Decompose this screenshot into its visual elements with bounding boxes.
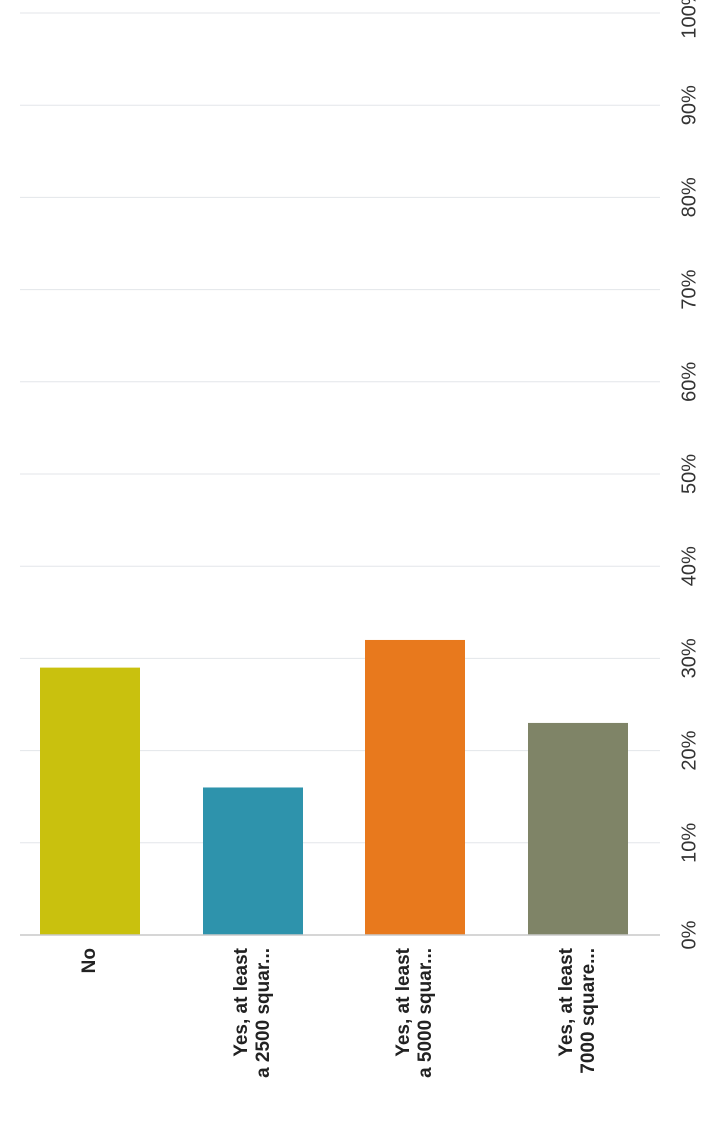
y-tick-label: 70% xyxy=(678,269,700,309)
y-tick-label: 60% xyxy=(678,362,700,402)
category-label-line: a 5000 squar... xyxy=(415,948,436,1078)
category-label-line: Yes, at least xyxy=(393,947,414,1056)
value-axis-tick-labels: 0% 10% 20% 30% 40% 50% 60% 70% 80% 90% 100% xyxy=(678,0,700,949)
category-label-line: Yes, at least xyxy=(231,947,252,1056)
y-tick-label: 0% xyxy=(678,920,700,949)
category-label-line: 7000 square... xyxy=(578,948,599,1074)
category-label: Yes, at least a 5000 squar... xyxy=(393,947,436,1078)
category-label-line: No xyxy=(79,948,100,973)
bar xyxy=(365,639,465,935)
bars xyxy=(40,639,628,935)
bar xyxy=(528,722,628,935)
category-label: Yes, at least 7000 square... xyxy=(556,947,599,1073)
y-tick-label: 20% xyxy=(678,730,700,770)
y-tick-label: 90% xyxy=(678,85,700,125)
category-labels: No Yes, at least a 2500 squar... Yes, at le… xyxy=(79,947,599,1078)
y-tick-label: 10% xyxy=(678,823,700,863)
bar xyxy=(203,787,303,935)
category-label-line: a 2500 squar... xyxy=(253,948,274,1078)
category-label: No xyxy=(79,948,100,973)
category-label: Yes, at least a 2500 squar... xyxy=(231,947,274,1078)
category-label-line: Yes, at least xyxy=(556,947,577,1056)
y-tick-label: 40% xyxy=(678,546,700,586)
y-tick-label: 100% xyxy=(678,0,700,39)
y-tick-label: 80% xyxy=(678,177,700,217)
bar xyxy=(40,667,140,935)
y-tick-label: 30% xyxy=(678,638,700,678)
y-tick-label: 50% xyxy=(678,454,700,494)
